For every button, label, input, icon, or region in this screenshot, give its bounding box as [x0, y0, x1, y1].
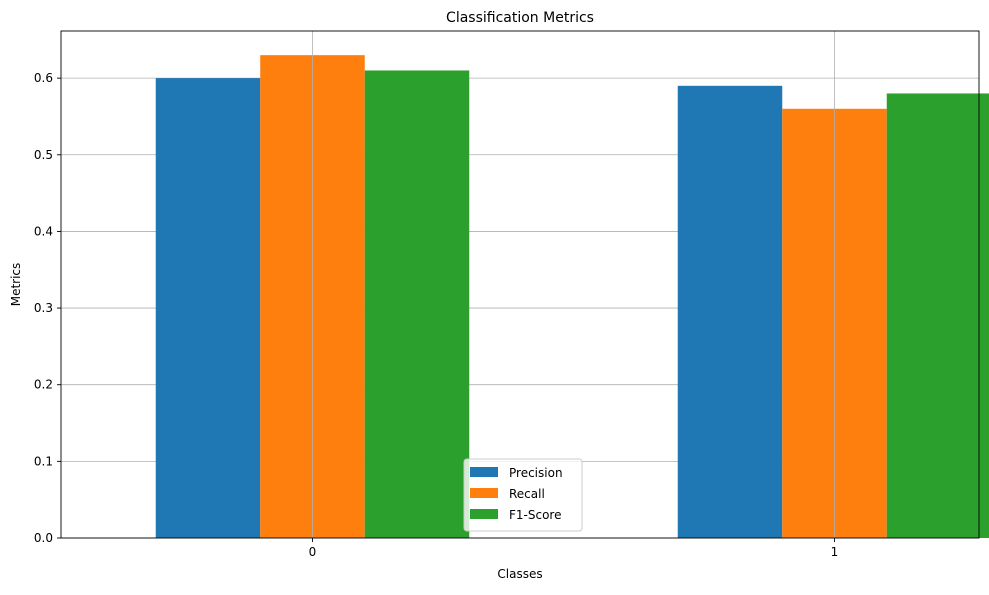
y-tick-label: 0.0 [34, 531, 53, 545]
axis-ticks: 0.0 0.1 0.2 0.3 0.4 0.5 0.6 0 1 [34, 71, 838, 559]
bar-f1-score-class-0 [364, 70, 470, 539]
plot-frame [60, 30, 980, 539]
y-tick-label: 0.2 [34, 378, 53, 392]
y-tick-label: 0.3 [34, 301, 53, 315]
legend-label: Precision [509, 466, 563, 480]
y-tick-label: 0.4 [34, 224, 53, 238]
x-tick-label: 0 [309, 545, 317, 559]
x-tick-label: 1 [831, 545, 839, 559]
bar-f1-score-class-1 [886, 93, 989, 539]
bar-precision-class-1 [677, 85, 783, 539]
bars [155, 31, 989, 539]
legend-swatch [470, 467, 498, 477]
legend-swatch [470, 488, 498, 498]
x-axis-label: Classes [497, 567, 542, 581]
legend-swatch [470, 509, 498, 519]
y-axis-label: Metrics [9, 263, 23, 307]
legend: Precision Recall F1-Score [463, 458, 583, 532]
chart-title: Classification Metrics [446, 10, 594, 26]
legend-label: Recall [509, 487, 545, 501]
bar-precision-class-0 [155, 78, 261, 539]
legend-label: F1-Score [509, 508, 561, 522]
y-tick-label: 0.1 [34, 454, 53, 468]
y-tick-label: 0.6 [34, 71, 53, 85]
y-tick-label: 0.5 [34, 148, 53, 162]
